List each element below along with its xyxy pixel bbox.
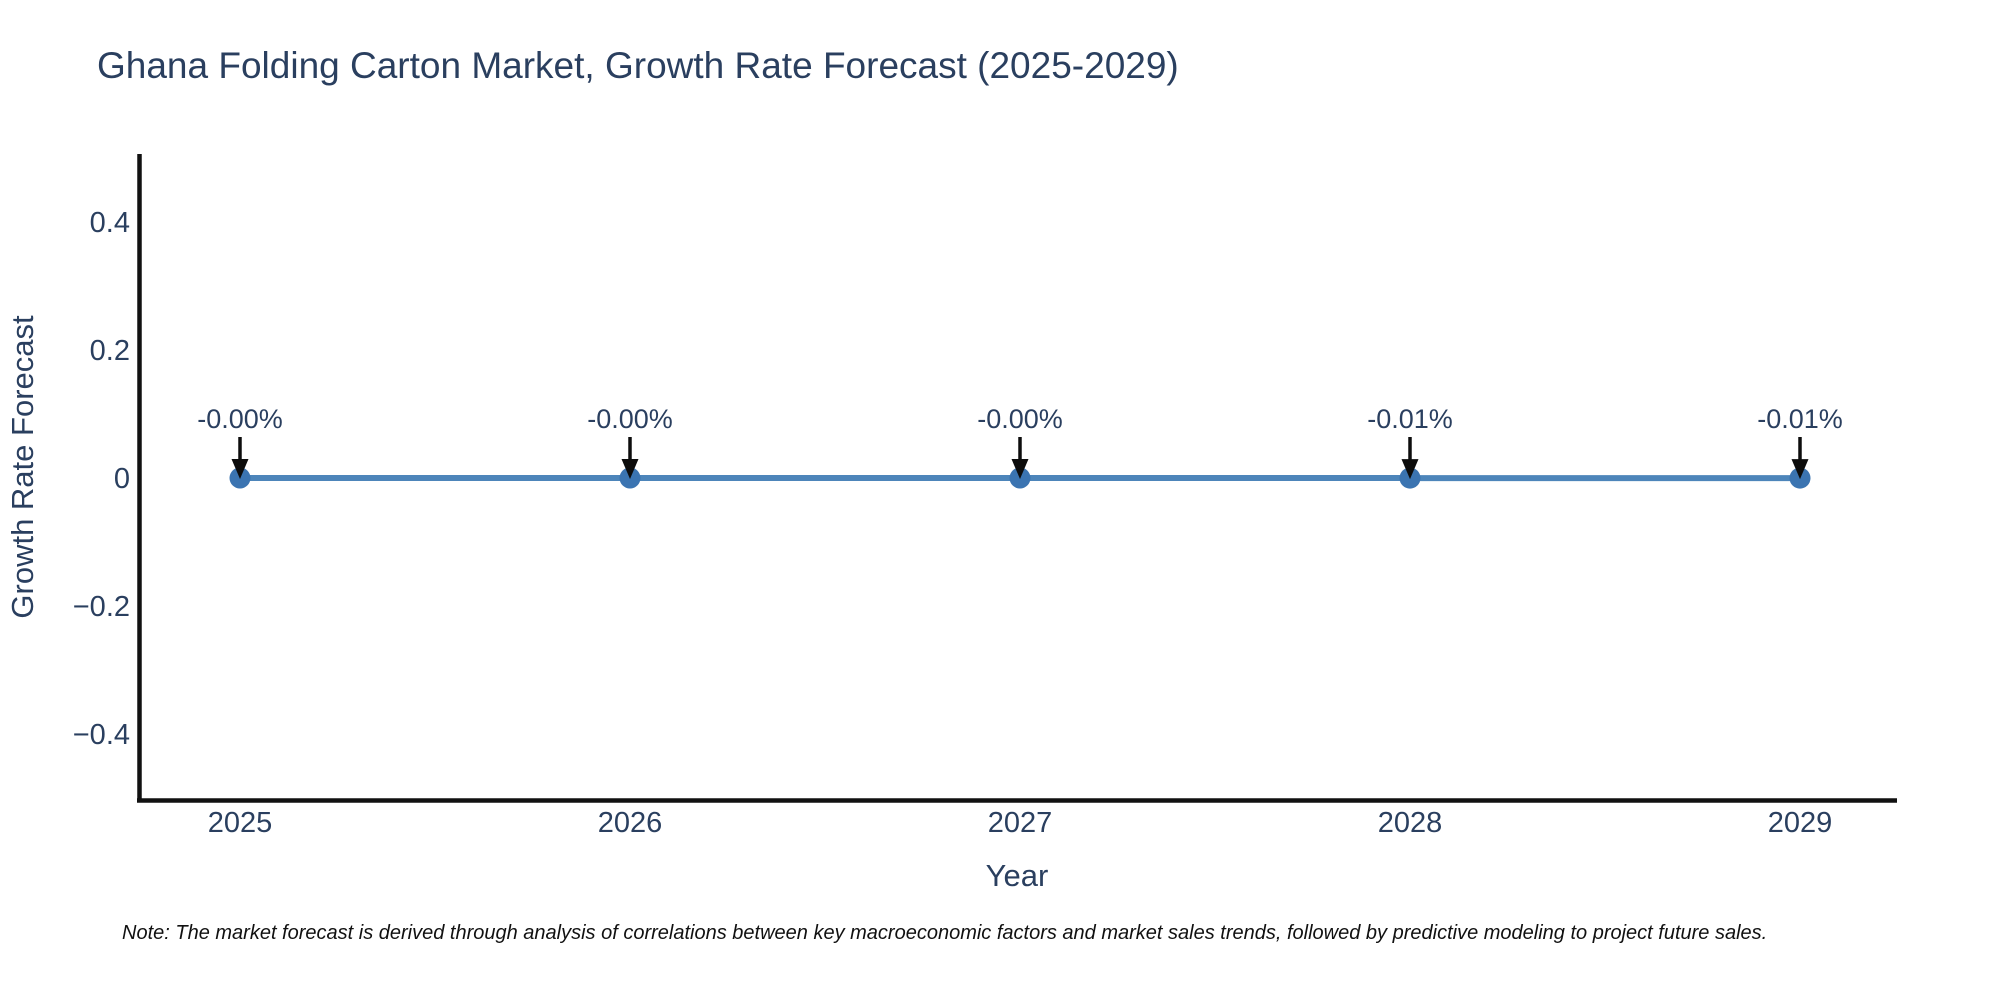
x-tick-label: 2027 [988, 807, 1053, 839]
y-tick-label: 0 [114, 463, 130, 495]
x-tick-label: 2025 [208, 807, 273, 839]
point-label: -0.01% [1757, 404, 1843, 434]
annotation-arrowhead [1791, 459, 1809, 480]
annotation-arrowhead [1401, 459, 1419, 480]
point-label: -0.00% [977, 404, 1063, 434]
y-tick-label: −0.4 [73, 719, 130, 751]
point-label: -0.00% [197, 404, 283, 434]
x-tick-label: 2028 [1378, 807, 1443, 839]
x-tick-label: 2026 [598, 807, 663, 839]
y-tick-label: 0.4 [90, 207, 130, 239]
y-tick-label: 0.2 [90, 335, 130, 367]
footnote: Note: The market forecast is derived thr… [122, 922, 1767, 944]
x-tick-label: 2029 [1768, 807, 1833, 839]
x-axis-title: Year [986, 858, 1049, 893]
annotation-arrowhead [621, 459, 639, 479]
y-tick-label: −0.2 [73, 591, 130, 623]
annotation-arrowhead [1011, 459, 1029, 479]
point-label: -0.00% [587, 404, 673, 434]
chart-title: Ghana Folding Carton Market, Growth Rate… [97, 45, 1179, 86]
point-label: -0.01% [1367, 404, 1453, 434]
annotation-arrowhead [231, 459, 249, 479]
y-axis-title: Growth Rate Forecast [5, 315, 40, 619]
